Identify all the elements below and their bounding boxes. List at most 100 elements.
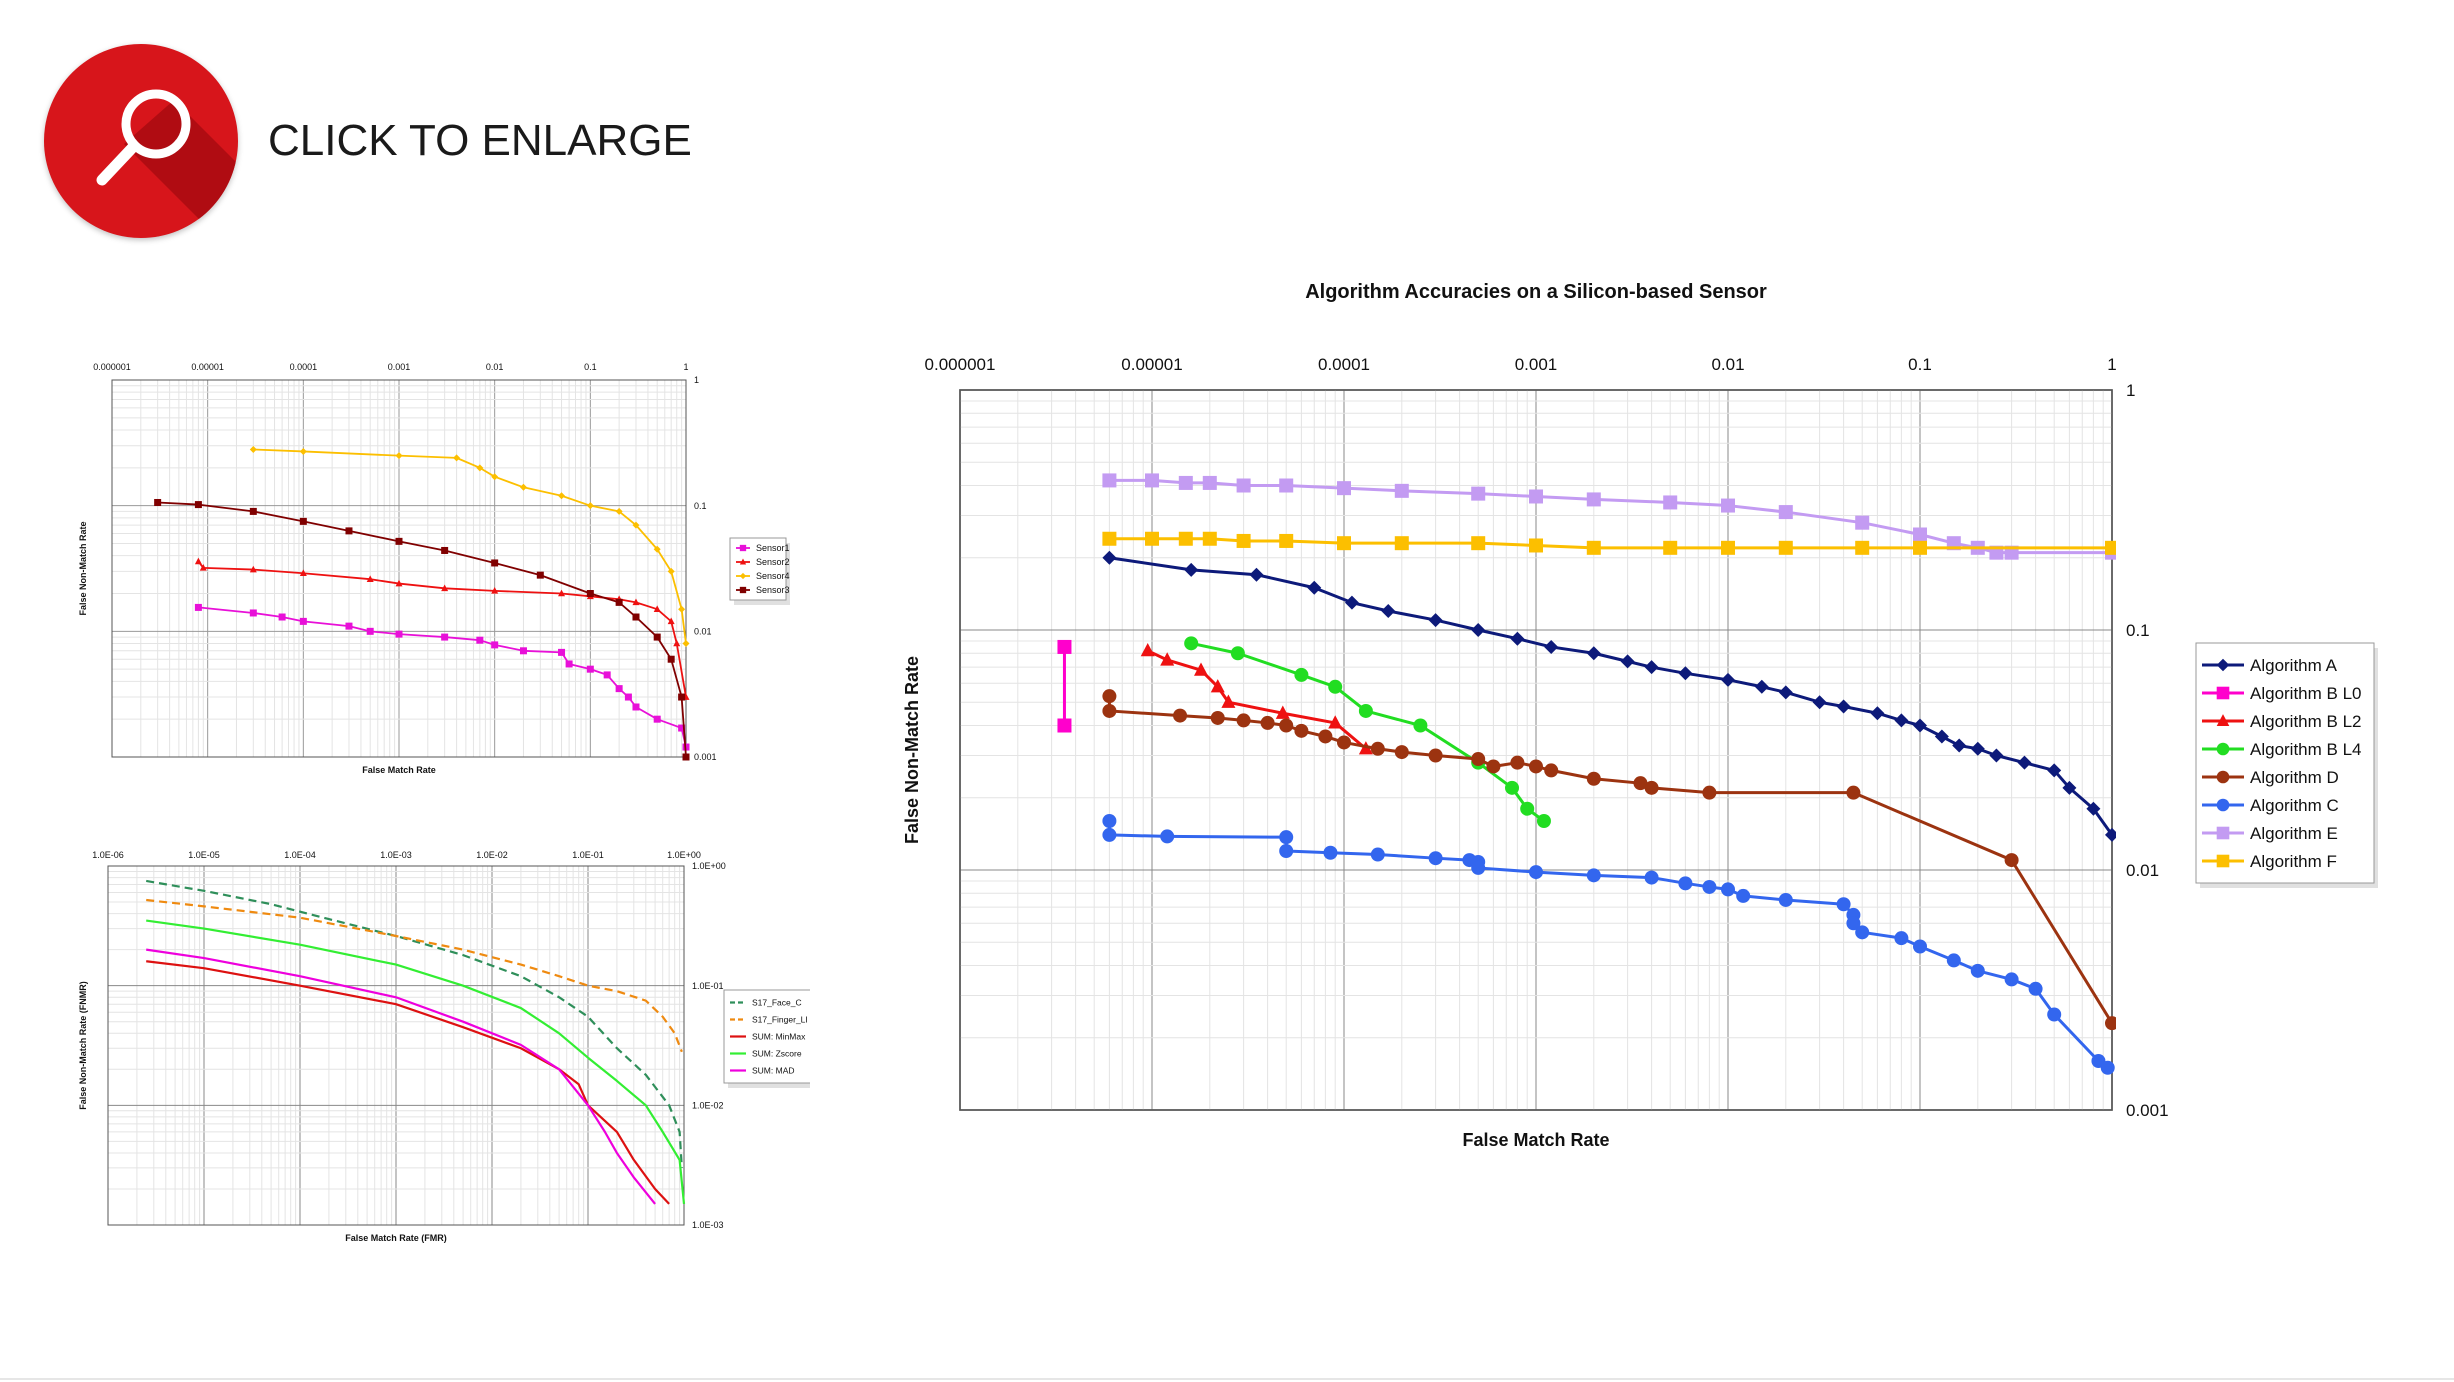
data-point xyxy=(1586,646,1601,661)
data-point xyxy=(194,557,202,565)
y-axis-label: False Non-Match Rate (FNMR) xyxy=(78,981,88,1110)
data-point xyxy=(1140,642,1155,657)
data-point xyxy=(1812,695,1827,710)
series-line xyxy=(146,919,686,1205)
legend-label: Algorithm C xyxy=(2250,796,2339,815)
series-line xyxy=(1147,649,1367,750)
y-tick-label: 0.01 xyxy=(2126,861,2159,880)
data-point xyxy=(1471,860,1486,875)
data-point xyxy=(1328,679,1343,694)
legend: S17_Face_C S17_Finger_LI SUM: MinMax SUM: Z… xyxy=(723,989,810,1088)
data-point xyxy=(1778,505,1793,520)
data-point xyxy=(1184,562,1199,577)
data-point xyxy=(199,564,207,571)
legend-item-algorithm-a: Algorithm A xyxy=(2202,656,2338,675)
data-point xyxy=(2028,981,2043,996)
data-point xyxy=(1721,498,1735,513)
data-point xyxy=(1913,939,1927,954)
data-point xyxy=(1370,847,1385,862)
series-line xyxy=(146,879,683,1168)
x-tick-label: 0.0001 xyxy=(1318,355,1370,374)
data-point xyxy=(558,492,566,500)
data-point xyxy=(1471,623,1486,637)
legend-marker xyxy=(739,586,747,594)
x-tick-label: 0.1 xyxy=(584,362,597,372)
data-point xyxy=(249,609,257,617)
data-point xyxy=(1544,763,1559,778)
legend-item-sensor3: Sensor3 xyxy=(736,585,790,595)
data-point xyxy=(1145,531,1159,546)
y-tick-label: 0.01 xyxy=(694,626,712,636)
fusion-chart: 1.0E-06 1.0E-05 1.0E-04 1.0E-03 1.0E-02 1.0E-… xyxy=(78,850,810,1243)
y-tick-label: 1 xyxy=(694,375,699,385)
data-point xyxy=(1210,679,1225,693)
data-point xyxy=(1057,639,1072,654)
data-point xyxy=(667,567,675,575)
data-point xyxy=(1358,703,1373,718)
data-point xyxy=(673,639,681,647)
legend-marker xyxy=(2216,770,2230,784)
data-point xyxy=(1510,755,1525,770)
legend-box xyxy=(2195,642,2375,884)
magnifier-icon[interactable] xyxy=(44,44,238,238)
data-point xyxy=(1337,536,1351,551)
data-point xyxy=(1520,801,1535,816)
data-point xyxy=(441,584,449,592)
data-point xyxy=(1894,713,1909,728)
data-point xyxy=(1536,814,1551,829)
data-point xyxy=(1394,745,1409,760)
legend-marker xyxy=(2216,686,2230,700)
data-point xyxy=(632,521,640,529)
data-point xyxy=(2105,1016,2116,1031)
data-point xyxy=(1279,843,1294,858)
data-point xyxy=(667,655,675,663)
legend-marker xyxy=(2216,714,2230,727)
y-tick-label: 0.001 xyxy=(2126,1101,2169,1120)
data-point xyxy=(624,693,632,701)
x-tick-label: 0.000001 xyxy=(93,362,131,372)
data-point xyxy=(1221,694,1236,708)
series-line xyxy=(197,560,687,698)
y-tick-label: 0.1 xyxy=(694,501,707,511)
data-point xyxy=(1946,953,1961,968)
x-tick-label: 1 xyxy=(683,362,688,372)
data-point xyxy=(1736,888,1751,903)
legend-label: Sensor4 xyxy=(756,571,790,581)
data-point xyxy=(299,517,307,525)
data-point xyxy=(1160,652,1175,666)
legend-label: S17_Finger_LI xyxy=(752,1014,808,1024)
data-point xyxy=(2086,801,2101,816)
data-point xyxy=(1913,540,1927,555)
x-tick-label: 0.01 xyxy=(486,362,504,372)
click-to-enlarge[interactable]: CLICK TO ENLARGE xyxy=(44,44,692,238)
legend-marker xyxy=(739,544,747,552)
data-point xyxy=(1236,478,1251,493)
data-point xyxy=(1102,473,1117,488)
data-point xyxy=(1178,475,1193,490)
data-point xyxy=(491,473,499,481)
data-point xyxy=(1586,540,1601,555)
series-sensor4 xyxy=(249,445,690,648)
data-point xyxy=(1510,631,1525,646)
legend-item-algorithm-f: Algorithm F xyxy=(2202,852,2337,871)
legend-marker xyxy=(2216,854,2230,868)
data-point xyxy=(1328,715,1343,729)
data-point xyxy=(1778,540,1793,555)
data-point xyxy=(1644,660,1659,675)
data-point xyxy=(1178,531,1193,546)
data-point xyxy=(1721,540,1735,555)
x-tick-label: 0.001 xyxy=(388,362,411,372)
series-sum-zscore xyxy=(146,919,686,1205)
legend-label: Sensor2 xyxy=(756,557,790,567)
data-point xyxy=(194,603,202,611)
x-tick-label: 0.01 xyxy=(1711,355,1744,374)
data-point xyxy=(586,665,594,673)
data-point xyxy=(1586,492,1601,507)
legend-label: SUM: MAD xyxy=(752,1065,795,1075)
data-point xyxy=(1836,897,1851,912)
legend-item-sum-zscore: SUM: Zscore xyxy=(730,1048,802,1058)
enlarge-label[interactable]: CLICK TO ENLARGE xyxy=(268,116,692,165)
legend: Algorithm A Algorithm B L0 Algorithm B L2 A… xyxy=(2195,642,2378,888)
data-point xyxy=(299,617,307,625)
data-point xyxy=(1337,481,1351,496)
